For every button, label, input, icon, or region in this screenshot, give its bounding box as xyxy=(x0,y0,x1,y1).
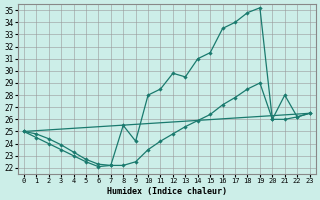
X-axis label: Humidex (Indice chaleur): Humidex (Indice chaleur) xyxy=(107,187,227,196)
